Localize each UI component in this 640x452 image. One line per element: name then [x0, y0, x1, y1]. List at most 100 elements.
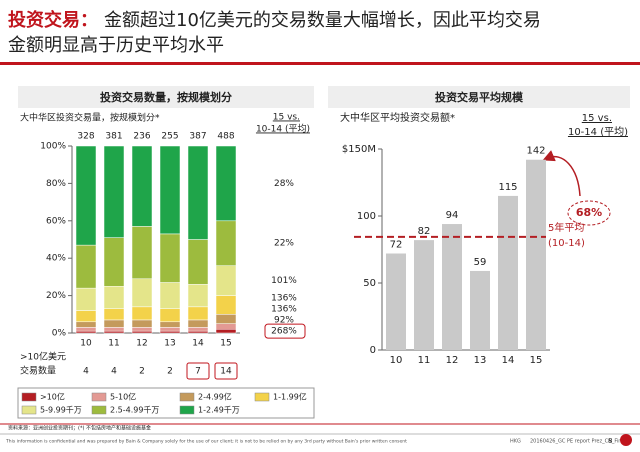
x-tick-label: 14: [192, 339, 204, 349]
deal-count: 7: [195, 367, 201, 377]
office: HKG: [510, 439, 521, 445]
chart-title: 投资交易数量，按规模划分: [100, 90, 232, 104]
panel-header: [328, 86, 630, 108]
bar-segment: [159, 233, 181, 283]
headline: 金额超过10亿美元的交易数量大幅增长，因此平均交易: [104, 10, 541, 31]
x-tick-label: 11: [418, 355, 431, 366]
bar-segment: [159, 145, 181, 235]
bar-segment: [75, 310, 97, 323]
bar-segment: [159, 321, 181, 328]
y-tick-label: 80%: [46, 179, 66, 189]
bar-segment: [159, 330, 181, 334]
bar-segment: [75, 244, 97, 289]
header-rule: [0, 62, 640, 65]
bar-segment: [103, 145, 125, 238]
legend-swatch: [254, 392, 270, 402]
bar-segment: [187, 306, 209, 321]
bar-segment: [131, 278, 153, 308]
deal-count: 14: [220, 367, 232, 377]
headline-lead: 投资交易：: [8, 9, 98, 31]
y-tick-label: 50: [363, 278, 376, 289]
bar-segment: [187, 145, 209, 240]
bar-segment: [159, 282, 181, 309]
file: 20160426_GC PE report Prez_CN_Final: [530, 439, 626, 445]
change-label: 268%: [271, 327, 297, 337]
bar-segment: [103, 237, 125, 287]
count-highlight: [186, 362, 210, 380]
bar-segment: [103, 327, 125, 332]
deal-count-label: >10亿美元: [20, 351, 66, 363]
deal-count: 4: [111, 367, 117, 377]
change-label: 22%: [274, 239, 294, 249]
x-tick-label: 13: [474, 355, 487, 366]
bar: [498, 195, 518, 350]
bar-segment: [215, 145, 237, 222]
legend-box: [17, 387, 315, 419]
comparison-header: 15 vs.: [273, 113, 300, 123]
bar-segment: [187, 284, 209, 308]
y-tick-label: 0%: [52, 329, 67, 339]
bar: [526, 159, 546, 350]
x-tick-label: 12: [446, 355, 459, 366]
bar-segment: [131, 327, 153, 332]
legend-label: >10亿: [40, 392, 65, 402]
chart-subtitle: 大中华区平均投资交易额*: [340, 111, 455, 124]
legend-label: 1-1.99亿: [273, 392, 307, 402]
x-tick-label: 11: [108, 339, 119, 349]
legend-label: 2-4.99亿: [198, 392, 232, 402]
bar-segment: [215, 314, 237, 324]
reference-label: 5年平均: [548, 221, 584, 234]
legend-swatch: [179, 405, 195, 415]
bar-segment: [131, 319, 153, 328]
bar-segment: [215, 329, 237, 334]
bar-segment: [187, 319, 209, 328]
bar-segment: [103, 319, 125, 328]
legend-label: 1-2.49千万: [198, 405, 240, 415]
x-tick-label: 15: [530, 355, 543, 366]
value-label: 82: [418, 226, 431, 237]
x-tick-label: 13: [164, 339, 175, 349]
bar-segment: [215, 265, 237, 296]
panel-header: [18, 86, 314, 108]
disclaimer: This information is confidential and was…: [5, 439, 407, 445]
total-label: 255: [161, 132, 178, 142]
value-label: 72: [390, 240, 403, 251]
bar-segment: [103, 308, 125, 321]
bar-segment: [131, 226, 153, 280]
value-label: 142: [526, 146, 545, 157]
legend-swatch: [21, 405, 37, 415]
y-tick-label: 100: [357, 211, 376, 222]
x-tick-label: 14: [502, 355, 515, 366]
y-tick-label: 60%: [46, 216, 66, 226]
y-tick-label: 100%: [40, 142, 66, 152]
chart-subtitle: 大中华区投资交易量，按规模划分*: [20, 112, 160, 124]
bar-segment: [215, 295, 237, 315]
total-label: 387: [189, 132, 206, 142]
legend-label: 5-9.99千万: [40, 405, 82, 415]
legend-label: 2.5-4.99千万: [110, 405, 159, 415]
bar-segment: [131, 145, 153, 227]
bar-segment: [75, 145, 97, 246]
total-label: 328: [77, 132, 94, 142]
total-label: 381: [105, 132, 122, 142]
count-highlight: [214, 362, 238, 380]
bar-segment: [187, 330, 209, 334]
x-tick-label: 15: [220, 339, 231, 349]
legend-swatch: [21, 392, 37, 402]
source: 资料来源：亚洲创业投资期刊；(*) 不包括房地产和基础设施基金: [8, 425, 151, 432]
change-label: 28%: [274, 179, 294, 189]
change-label: 136%: [271, 294, 297, 304]
bar-segment: [131, 306, 153, 321]
bar-segment: [75, 330, 97, 334]
bar-segment: [215, 220, 237, 266]
bar: [470, 270, 490, 350]
bar: [442, 224, 462, 350]
bar-segment: [187, 327, 209, 332]
reference-label: (10-14): [548, 238, 585, 249]
bar-segment: [75, 287, 97, 311]
bar-segment: [103, 330, 125, 334]
legend-swatch: [91, 405, 107, 415]
comparison-header: 15 vs.: [582, 113, 612, 124]
legend-swatch: [91, 392, 107, 402]
y-tick-label: $150M: [342, 144, 376, 155]
